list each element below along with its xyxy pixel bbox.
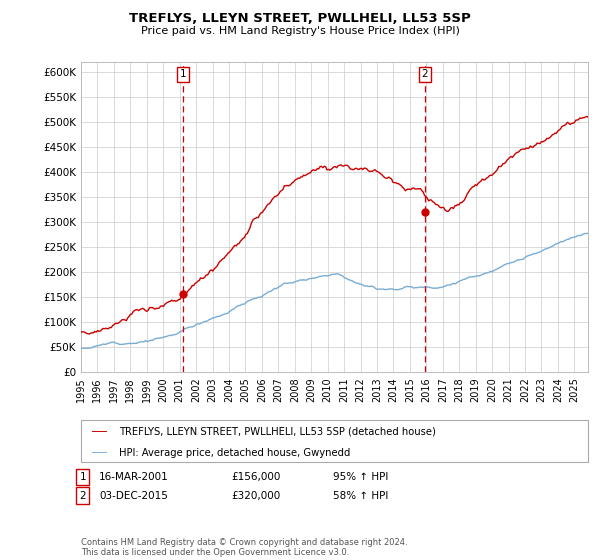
Text: 16-MAR-2001: 16-MAR-2001 <box>99 472 169 482</box>
Text: 58% ↑ HPI: 58% ↑ HPI <box>333 491 388 501</box>
Text: Contains HM Land Registry data © Crown copyright and database right 2024.
This d: Contains HM Land Registry data © Crown c… <box>81 538 407 557</box>
Text: £156,000: £156,000 <box>231 472 280 482</box>
Text: 1: 1 <box>79 472 86 482</box>
Text: £320,000: £320,000 <box>231 491 280 501</box>
Text: 2: 2 <box>79 491 86 501</box>
Text: 03-DEC-2015: 03-DEC-2015 <box>99 491 168 501</box>
Text: 95% ↑ HPI: 95% ↑ HPI <box>333 472 388 482</box>
Text: Price paid vs. HM Land Registry's House Price Index (HPI): Price paid vs. HM Land Registry's House … <box>140 26 460 36</box>
Text: 1: 1 <box>180 69 187 79</box>
Text: ——: —— <box>92 446 107 459</box>
Text: TREFLYS, LLEYN STREET, PWLLHELI, LL53 5SP: TREFLYS, LLEYN STREET, PWLLHELI, LL53 5S… <box>129 12 471 25</box>
Text: TREFLYS, LLEYN STREET, PWLLHELI, LL53 5SP (detached house): TREFLYS, LLEYN STREET, PWLLHELI, LL53 5S… <box>119 427 436 437</box>
Text: HPI: Average price, detached house, Gwynedd: HPI: Average price, detached house, Gwyn… <box>119 448 350 458</box>
Text: ——: —— <box>92 425 107 438</box>
Text: 2: 2 <box>422 69 428 79</box>
